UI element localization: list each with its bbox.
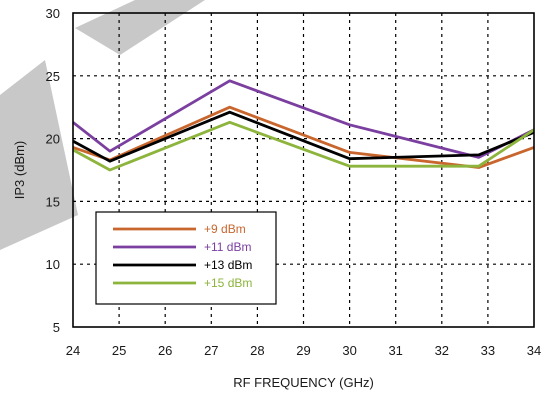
x-tick-label: 24 bbox=[66, 343, 80, 358]
x-tick-label: 34 bbox=[527, 343, 541, 358]
x-tick-label: 33 bbox=[481, 343, 495, 358]
y-tick-label: 30 bbox=[46, 6, 60, 21]
y-tick-label: 5 bbox=[53, 320, 60, 335]
x-tick-label: 32 bbox=[435, 343, 449, 358]
x-tick-label: 26 bbox=[158, 343, 172, 358]
legend: +9 dBm +11 dBm +13 dBm +15 dBm bbox=[96, 212, 276, 304]
x-tick-label: 25 bbox=[112, 343, 126, 358]
x-tick-labels: 24 25 26 27 28 29 30 31 32 33 34 bbox=[66, 343, 541, 358]
legend-label: +9 dBm bbox=[204, 222, 246, 236]
legend-label: +11 dBm bbox=[204, 240, 251, 254]
x-axis-title: RF FREQUENCY (GHz) bbox=[233, 375, 374, 390]
y-tick-label: 10 bbox=[46, 257, 60, 272]
y-axis-title: IP3 (dBm) bbox=[12, 141, 27, 200]
x-tick-label: 29 bbox=[296, 343, 310, 358]
x-tick-label: 28 bbox=[250, 343, 264, 358]
y-tick-label: 15 bbox=[46, 194, 60, 209]
legend-label: +13 dBm bbox=[204, 258, 252, 272]
x-tick-label: 31 bbox=[388, 343, 402, 358]
y-tick-label: 20 bbox=[46, 132, 60, 147]
legend-label: +15 dBm bbox=[204, 276, 252, 290]
y-tick-label: 25 bbox=[46, 69, 60, 84]
x-tick-label: 30 bbox=[342, 343, 356, 358]
x-tick-label: 27 bbox=[204, 343, 218, 358]
watermark-stripe bbox=[75, 0, 205, 55]
